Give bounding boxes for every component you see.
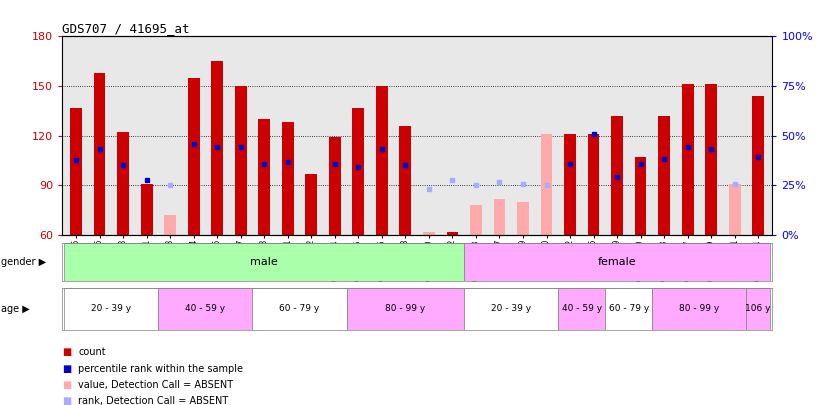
Bar [447,232,458,235]
Text: 60 - 79 y: 60 - 79 y [279,304,320,313]
Bar [282,122,293,235]
Bar [558,288,605,330]
Bar [70,108,82,235]
Text: 20 - 39 y: 20 - 39 y [92,304,131,313]
Text: female: female [598,257,636,267]
Bar [634,157,647,235]
Bar [658,116,670,235]
Bar [423,232,434,235]
Text: 40 - 59 y: 40 - 59 y [185,304,225,313]
Bar [64,243,464,281]
Bar [159,288,253,330]
Bar [464,243,770,281]
Bar [140,183,153,235]
Text: age ▶: age ▶ [1,304,30,314]
Bar [611,116,623,235]
Bar [464,288,558,330]
Bar [235,86,247,235]
Bar [211,61,223,235]
Bar [517,202,529,235]
Bar [605,288,653,330]
Text: 80 - 99 y: 80 - 99 y [385,304,425,313]
Bar [117,132,129,235]
Text: count: count [78,347,106,357]
Bar [494,198,506,235]
Text: GDS707 / 41695_at: GDS707 / 41695_at [62,22,189,35]
Text: male: male [250,257,278,267]
Text: value, Detection Call = ABSENT: value, Detection Call = ABSENT [78,380,234,390]
Bar [564,134,576,235]
Bar [259,119,270,235]
Bar [188,78,200,235]
Text: ■: ■ [62,380,71,390]
Text: gender ▶: gender ▶ [1,257,46,267]
Bar [347,288,464,330]
Bar [93,73,106,235]
Bar [705,84,717,235]
Bar [681,84,694,235]
Bar [587,134,600,235]
Text: ■: ■ [62,364,71,373]
Bar [353,108,364,235]
Bar [653,288,747,330]
Text: ■: ■ [62,396,71,405]
Bar [400,126,411,235]
Text: rank, Detection Call = ABSENT: rank, Detection Call = ABSENT [78,396,229,405]
Text: 80 - 99 y: 80 - 99 y [679,304,719,313]
Bar [470,205,482,235]
Bar [752,96,764,235]
Bar [306,174,317,235]
Bar [329,137,340,235]
Text: 60 - 79 y: 60 - 79 y [609,304,649,313]
Bar [541,134,553,235]
Bar [164,215,176,235]
Text: ■: ■ [62,347,71,357]
Bar [376,86,387,235]
Bar [253,288,347,330]
Text: 40 - 59 y: 40 - 59 y [562,304,602,313]
Text: 20 - 39 y: 20 - 39 y [491,304,531,313]
Bar [729,183,741,235]
Text: percentile rank within the sample: percentile rank within the sample [78,364,244,373]
Bar [747,288,770,330]
Bar [64,288,159,330]
Text: 106 y: 106 y [745,304,771,313]
